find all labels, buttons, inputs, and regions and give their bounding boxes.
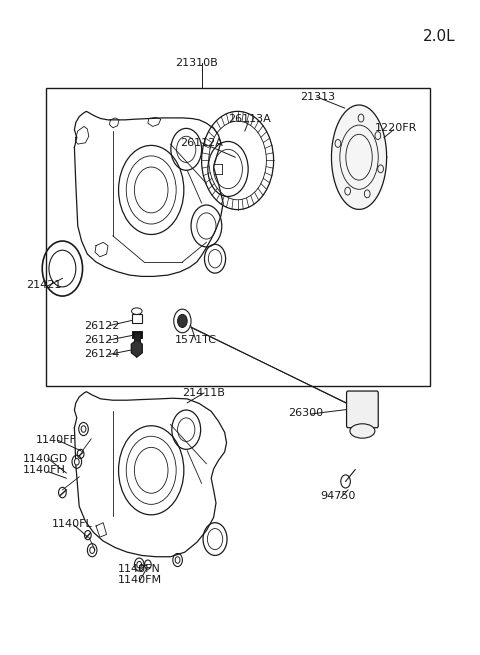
Circle shape bbox=[174, 309, 191, 333]
Text: 26123: 26123 bbox=[84, 335, 119, 345]
Circle shape bbox=[341, 475, 350, 488]
Text: 21310B: 21310B bbox=[175, 58, 218, 68]
Ellipse shape bbox=[350, 424, 375, 438]
Ellipse shape bbox=[132, 308, 142, 314]
Circle shape bbox=[178, 314, 187, 328]
Circle shape bbox=[175, 557, 180, 563]
Text: 21411B: 21411B bbox=[182, 388, 225, 398]
Bar bbox=[46, 88, 430, 386]
Polygon shape bbox=[132, 340, 142, 357]
Text: 1220FR: 1220FR bbox=[374, 123, 417, 134]
Text: 1571TC: 1571TC bbox=[175, 335, 217, 345]
Text: 21313: 21313 bbox=[300, 92, 335, 102]
Bar bbox=[132, 331, 142, 338]
Text: 1140FH: 1140FH bbox=[23, 465, 66, 476]
Text: 26122: 26122 bbox=[84, 320, 120, 331]
Circle shape bbox=[90, 547, 95, 553]
FancyBboxPatch shape bbox=[347, 391, 378, 428]
Polygon shape bbox=[332, 105, 387, 210]
Circle shape bbox=[137, 561, 142, 568]
Text: 1140FF: 1140FF bbox=[36, 435, 77, 445]
Text: 2.0L: 2.0L bbox=[422, 29, 455, 43]
Text: 1140FL: 1140FL bbox=[52, 519, 93, 529]
Text: 21421: 21421 bbox=[26, 280, 62, 290]
Text: 26300: 26300 bbox=[288, 407, 323, 418]
Text: 1140FM: 1140FM bbox=[118, 575, 162, 586]
Bar bbox=[134, 333, 140, 346]
Bar bbox=[132, 314, 142, 323]
Text: 1140GD: 1140GD bbox=[23, 453, 68, 464]
Text: 26124: 26124 bbox=[84, 349, 120, 360]
Circle shape bbox=[74, 458, 79, 465]
Text: 26113A: 26113A bbox=[228, 114, 271, 124]
Text: 26112A: 26112A bbox=[180, 138, 223, 148]
Circle shape bbox=[81, 426, 86, 432]
Text: 1140FN: 1140FN bbox=[118, 563, 160, 574]
Text: 94750: 94750 bbox=[321, 491, 356, 502]
